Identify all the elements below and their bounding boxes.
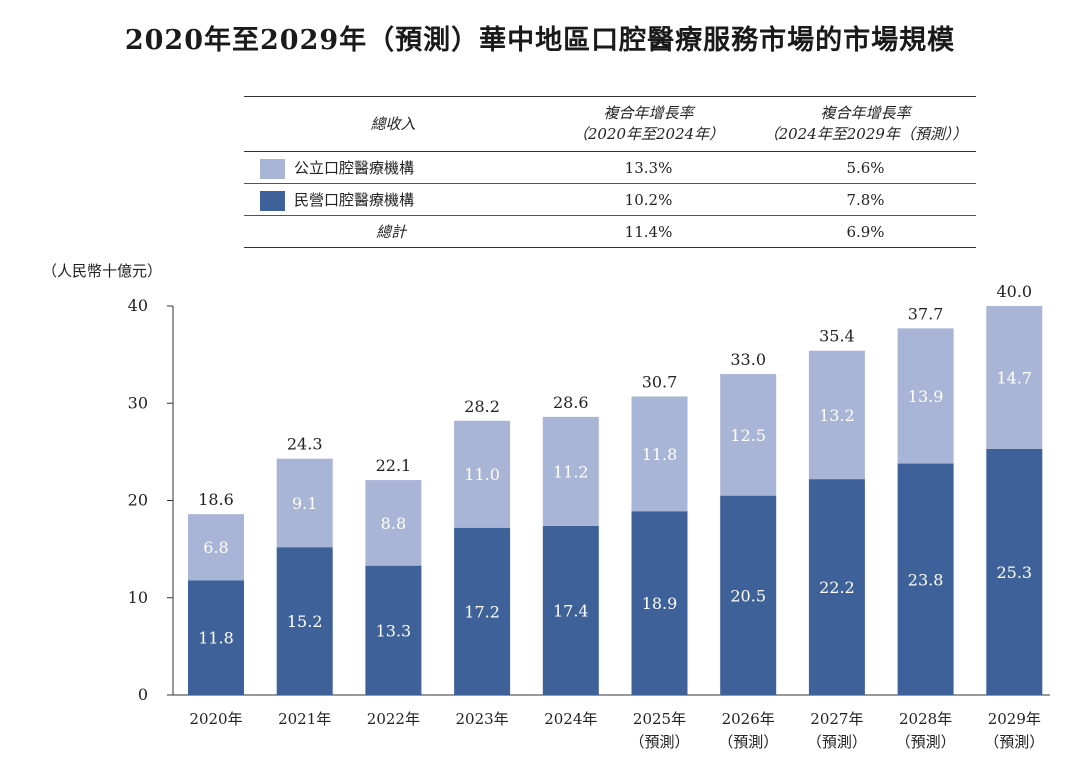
data-label-total: 24.3	[287, 435, 323, 454]
data-label-public: 8.8	[381, 514, 406, 533]
x-tick-label: （預測）	[984, 733, 1044, 751]
x-tick-label: （預測）	[807, 733, 867, 751]
bar-private	[454, 527, 511, 695]
bar-private	[188, 580, 244, 695]
public-cagr-2024-2029: 5.6%	[755, 151, 976, 184]
total-cagr-2024-2029: 6.9%	[755, 215, 976, 248]
x-tick-label: 2024年	[544, 710, 597, 728]
data-label-private: 22.2	[819, 578, 855, 597]
data-label-total: 35.4	[819, 327, 855, 346]
y-tick-label: 10	[128, 588, 148, 607]
y-tick-label: 40	[128, 296, 148, 315]
public-cagr-2020-2024: 13.3%	[542, 151, 755, 184]
data-label-private: 11.8	[198, 629, 234, 648]
x-tick-label: 2023年	[456, 710, 509, 728]
data-label-private: 23.8	[908, 570, 944, 589]
data-label-public: 13.9	[908, 387, 944, 406]
data-label-total: 28.6	[553, 393, 589, 412]
x-tick-label: 2020年	[189, 710, 242, 728]
x-tick-label: 2021年	[278, 710, 331, 728]
data-label-public: 11.8	[642, 445, 678, 464]
cagr-table: 總收入 複合年增長率 （2020年至2024年） 複合年增長率 （2024年至2…	[244, 96, 976, 248]
cagr-table-header: 總收入 複合年增長率 （2020年至2024年） 複合年增長率 （2024年至2…	[244, 96, 976, 152]
x-tick-label: 2022年	[367, 710, 420, 728]
table-row-public: 公立口腔醫療機構 13.3% 5.6%	[244, 151, 976, 184]
x-tick-label: （預測）	[896, 733, 956, 751]
y-axis-unit-label: （人民幣十億元）	[42, 262, 163, 280]
data-label-private: 17.2	[464, 602, 500, 621]
x-tick-label: （預測）	[629, 733, 689, 751]
bar-private	[365, 565, 422, 695]
x-tick-label: 2025年	[633, 710, 686, 728]
bar-public	[365, 480, 422, 566]
bar-private	[276, 547, 333, 695]
data-label-private: 15.2	[287, 612, 323, 631]
data-label-total: 37.7	[908, 304, 944, 323]
bar-public	[542, 416, 599, 526]
bar-public	[986, 306, 1043, 449]
bar-public	[808, 350, 865, 480]
data-label-public: 13.2	[819, 406, 855, 425]
x-tick-label: 2026年	[722, 710, 775, 728]
legend-swatch-private	[260, 190, 285, 211]
data-label-public: 6.8	[203, 538, 228, 557]
cagr-2024-2029-header: 複合年增長率 （2024年至2029年（預測））	[755, 96, 976, 152]
bar-public	[454, 420, 511, 528]
data-label-total: 28.2	[464, 397, 500, 416]
bar-public	[631, 396, 688, 512]
total-cagr-2020-2024: 11.4%	[542, 215, 755, 248]
data-label-total: 18.6	[198, 490, 234, 509]
data-label-public: 11.0	[464, 465, 500, 484]
x-tick-label: 2027年	[810, 710, 863, 728]
cagr-2020-2024-header-line1: 複合年增長率	[603, 104, 694, 122]
cagr-2024-2029-header-line2: （2024年至2029年（預測））	[763, 125, 968, 143]
data-label-total: 22.1	[376, 456, 412, 475]
cagr-2024-2029-header-line1: 複合年增長率	[820, 104, 911, 122]
legend-swatch-public	[260, 158, 285, 179]
legend-label-private: 民營口腔醫療機構	[294, 190, 415, 209]
cagr-2020-2024-header-line2: （2020年至2024年）	[572, 125, 725, 143]
data-label-private: 13.3	[376, 621, 412, 640]
cagr-2020-2024-header: 複合年增長率 （2020年至2024年）	[542, 96, 755, 152]
y-tick-label: 0	[138, 685, 148, 704]
total-revenue-header: 總收入	[244, 96, 542, 152]
table-row-private: 民營口腔醫療機構 10.2% 7.8%	[244, 183, 976, 216]
data-label-public: 12.5	[730, 426, 766, 445]
data-label-private: 17.4	[553, 601, 589, 620]
bar-private	[542, 525, 599, 695]
y-tick-label: 20	[128, 491, 148, 510]
bar-private	[631, 511, 688, 695]
private-cagr-2024-2029: 7.8%	[755, 183, 976, 216]
data-label-public: 9.1	[292, 494, 317, 513]
data-label-total: 30.7	[642, 372, 678, 391]
bar-public	[897, 328, 954, 464]
bar-public	[720, 374, 777, 496]
bar-private	[897, 463, 954, 695]
x-tick-label: 2029年	[988, 710, 1041, 728]
bar-private	[986, 448, 1043, 695]
data-label-total: 40.0	[996, 282, 1032, 301]
private-cagr-2020-2024: 10.2%	[542, 183, 755, 216]
legend-public: 公立口腔醫療機構	[244, 151, 542, 184]
data-label-total: 33.0	[730, 350, 766, 369]
bar-private	[808, 479, 865, 695]
x-tick-label: 2028年	[899, 710, 952, 728]
data-label-public: 14.7	[996, 368, 1032, 387]
bar-public	[188, 514, 244, 581]
y-tick-label: 30	[128, 393, 148, 412]
data-label-public: 11.2	[553, 462, 589, 481]
bar-public	[276, 458, 333, 548]
legend-label-public: 公立口腔醫療機構	[294, 158, 415, 177]
total-label: 總計	[244, 215, 542, 248]
data-label-private: 25.3	[996, 563, 1032, 582]
legend-private: 民營口腔醫療機構	[244, 183, 542, 216]
bar-private	[720, 495, 777, 695]
table-row-total: 總計 11.4% 6.9%	[244, 215, 976, 248]
x-tick-label: （預測）	[718, 733, 778, 751]
data-label-private: 18.9	[642, 594, 678, 613]
data-label-private: 20.5	[730, 586, 766, 605]
chart-title: 2020年至2029年（預測）華中地區口腔醫療服務市場的市場規模	[124, 25, 956, 56]
